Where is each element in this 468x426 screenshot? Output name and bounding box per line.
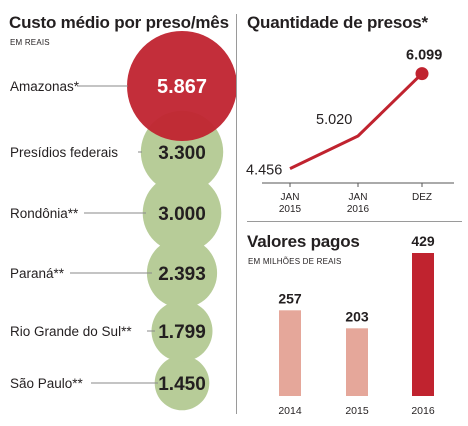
bar-chart: 257 2014 203 2015 429 2016	[278, 233, 435, 417]
bubble-category-label: Amazonas*	[10, 79, 80, 94]
bubble-chart-subtitle: EM REAIS	[10, 38, 50, 47]
section-divider	[247, 221, 462, 222]
bubble-category-label: Rondônia**	[10, 206, 79, 221]
bubble-category-label: Presídios federais	[10, 145, 118, 160]
bubble-0	[127, 31, 237, 141]
bubble-value-label: 1.799	[158, 322, 206, 343]
bubble-value-label: 3.000	[158, 204, 206, 225]
line-tick-label: 2016	[347, 204, 370, 215]
bar-chart-subtitle: EM MILHÕES DE REAIS	[248, 257, 342, 266]
line-value-label: 5.020	[316, 112, 352, 128]
bubble-value-label: 1.450	[158, 374, 206, 395]
line-tick-label: JAN	[281, 192, 300, 203]
bubble-4	[151, 300, 213, 362]
line-chart-title: Quantidade de presos*	[247, 13, 428, 32]
bubble-5	[154, 355, 210, 411]
bar-value-label: 429	[411, 233, 435, 249]
bar-category-label: 2014	[278, 405, 302, 417]
line-tick-label: 2015	[279, 204, 302, 215]
bar-category-label: 2015	[345, 405, 369, 417]
line-end-point	[415, 67, 429, 81]
bar-category-label: 2016	[411, 405, 435, 417]
bar-2014	[279, 310, 301, 396]
bar-2015	[346, 328, 368, 396]
line-tick-label: JAN	[349, 192, 368, 203]
bubble-chart: Amazonas* 5.867 Presídios federais 3.300 Ron…	[10, 31, 237, 411]
line-series	[289, 72, 424, 170]
bubble-chart-title: Custo médio por preso/mês	[9, 13, 229, 32]
bar-2016	[412, 253, 434, 396]
bar-chart-title: Valores pagos	[247, 232, 360, 251]
bubble-category-label: Paraná**	[10, 266, 65, 281]
bubble-category-label: Rio Grande do Sul**	[10, 324, 132, 339]
bubble-2	[142, 173, 222, 253]
line-tick-label: DEZ	[412, 192, 432, 203]
bubble-category-label: São Paulo**	[10, 376, 84, 391]
panel-divider	[236, 14, 237, 414]
line-value-label: 6.099	[406, 48, 442, 64]
bubble-value-label: 2.393	[158, 264, 206, 285]
bar-value-label: 203	[345, 308, 369, 324]
bubble-3	[146, 237, 218, 309]
line-value-label: 4.456	[246, 163, 282, 179]
bar-value-label: 257	[278, 290, 302, 306]
bubble-value-label: 5.867	[157, 76, 207, 98]
bubble-value-label: 3.300	[158, 143, 206, 164]
